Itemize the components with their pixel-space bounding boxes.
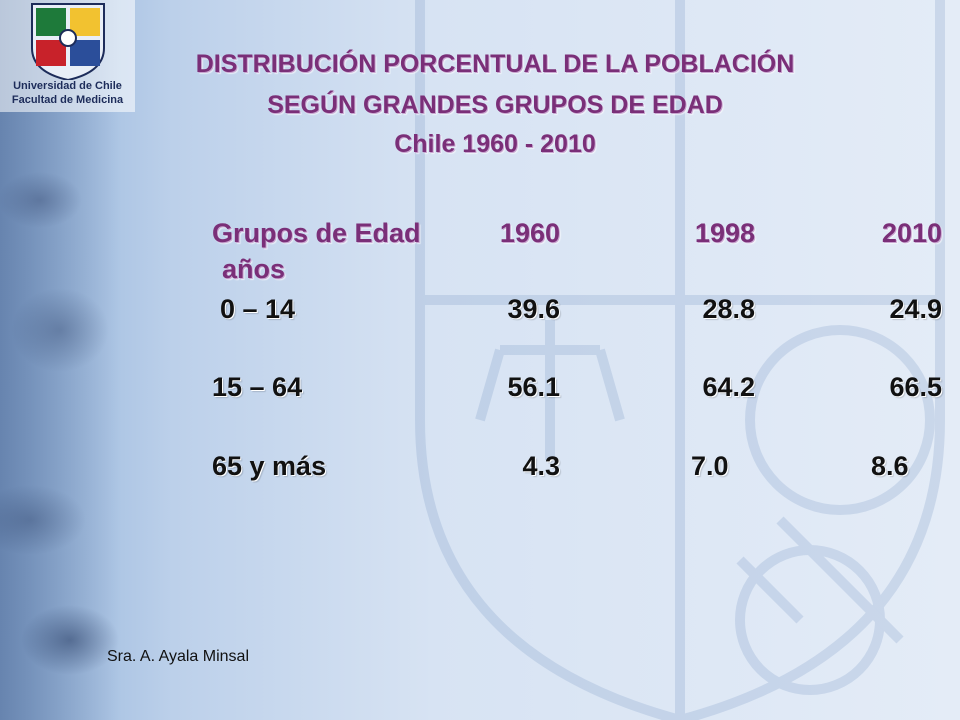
value-65-plus-1960: 4.3 xyxy=(522,451,560,481)
header-year-1998: 1998 xyxy=(694,218,755,248)
row-group-0-14: 0 – 14 xyxy=(220,294,296,324)
row-group-15-64: 15 – 64 xyxy=(212,372,303,402)
header-group-label: Grupos de Edad xyxy=(212,218,421,248)
header-year-1960: 1960 xyxy=(499,218,560,248)
value-0-14-1960: 39.6 xyxy=(507,294,560,324)
value-0-14-1998: 28.8 xyxy=(702,294,755,324)
value-65-plus-2010: 8.6 xyxy=(871,451,909,481)
left-photo-strip xyxy=(0,0,120,720)
header-group-unit: años xyxy=(222,254,286,284)
value-15-64-2010: 66.5 xyxy=(889,372,942,402)
title-line-3: Chile 1960 - 2010 xyxy=(394,130,596,158)
university-shield-icon xyxy=(31,3,105,80)
value-15-64-1998: 64.2 xyxy=(702,372,755,402)
title-line-2: SEGÚN GRANDES GRUPOS DE EDAD xyxy=(267,91,723,119)
value-65-plus-1998: 7.0 xyxy=(691,451,729,481)
title-line-1: DISTRIBUCIÓN PORCENTUAL DE LA POBLACIÓN xyxy=(195,50,795,78)
university-logo: Universidad de Chile Facultad de Medicin… xyxy=(0,0,135,112)
coat-of-arms-watermark xyxy=(415,0,945,720)
logo-faculty-name: Facultad de Medicina xyxy=(11,94,124,106)
row-group-65-plus: 65 y más xyxy=(212,451,327,481)
header-year-2010: 2010 xyxy=(881,218,942,248)
value-15-64-1960: 56.1 xyxy=(507,372,560,402)
logo-university-name: Universidad de Chile xyxy=(13,80,122,92)
author-credit: Sra. A. Ayala Minsal xyxy=(107,648,249,665)
value-0-14-2010: 24.9 xyxy=(889,294,942,324)
